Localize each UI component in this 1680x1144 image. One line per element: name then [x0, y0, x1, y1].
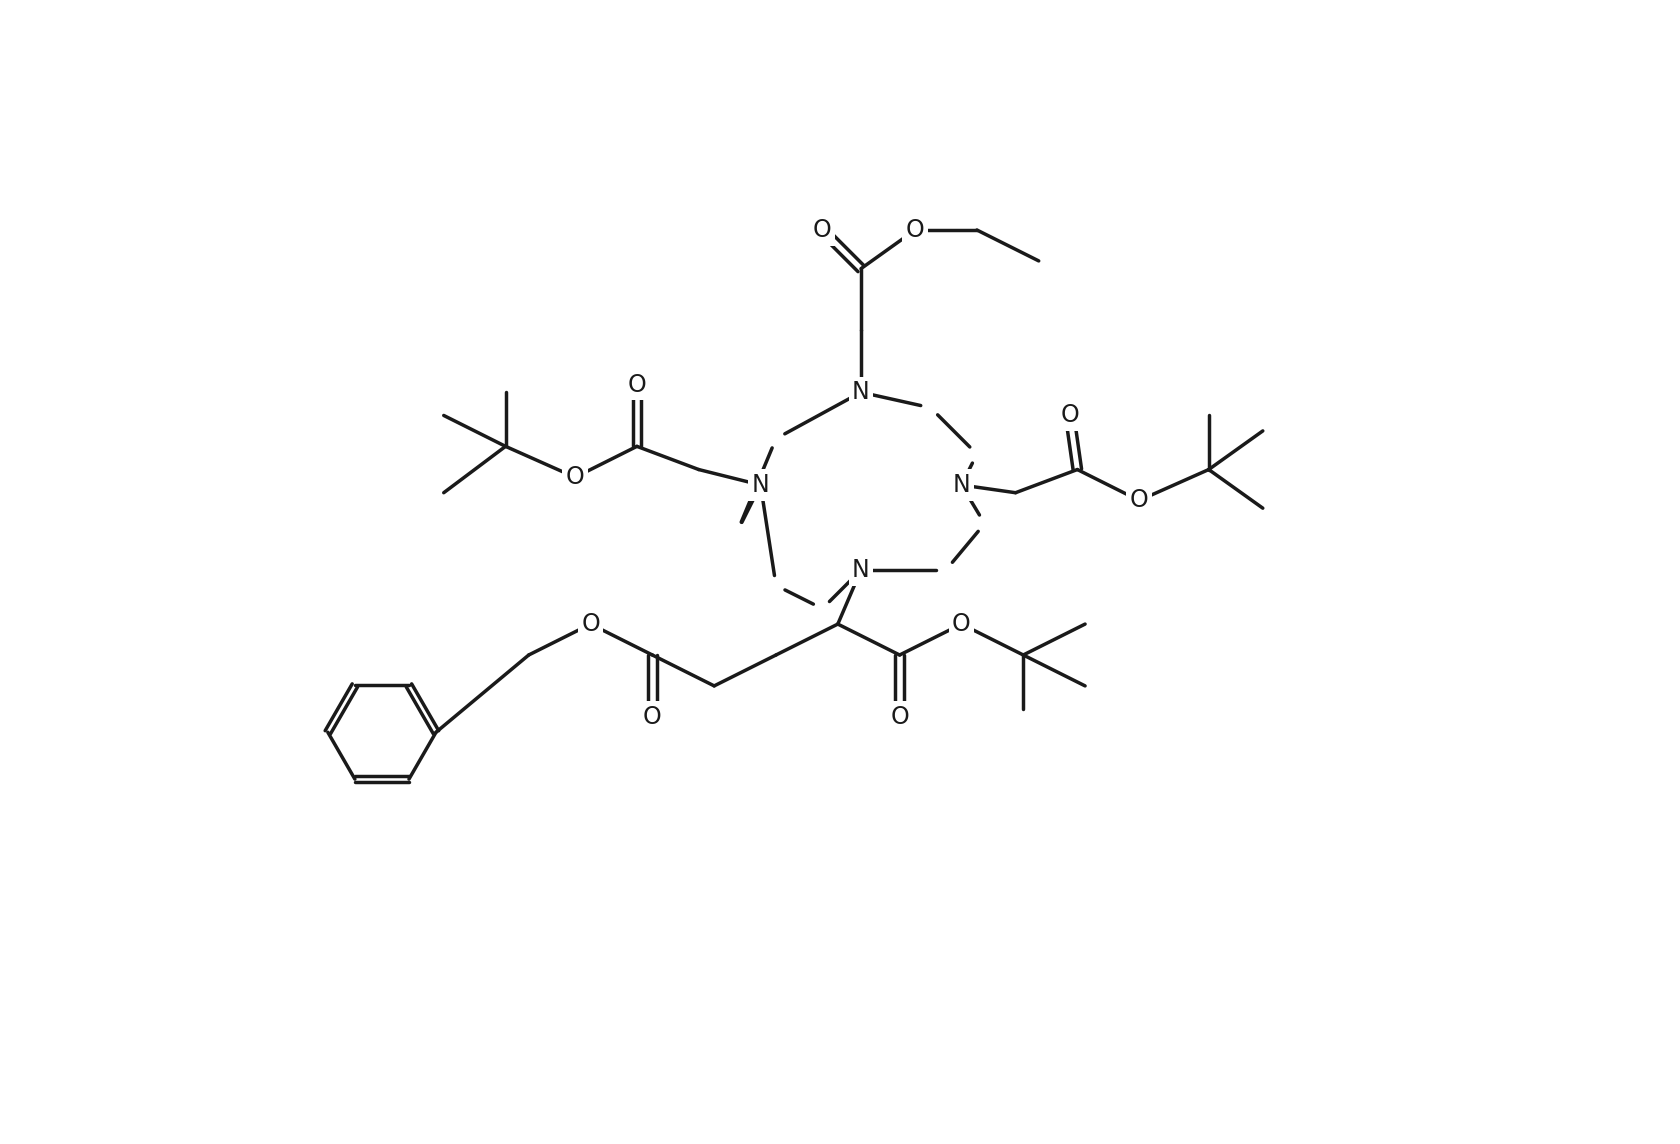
Text: N: N — [852, 380, 870, 404]
Text: O: O — [581, 612, 600, 636]
Text: N: N — [751, 472, 769, 496]
Text: O: O — [566, 466, 585, 490]
Text: N: N — [852, 558, 870, 582]
Text: O: O — [1060, 404, 1079, 428]
Text: O: O — [953, 612, 971, 636]
Text: O: O — [890, 705, 909, 729]
Text: O: O — [628, 373, 647, 397]
Text: O: O — [813, 219, 832, 243]
Text: O: O — [643, 705, 662, 729]
Text: O: O — [906, 219, 924, 243]
Text: O: O — [1129, 488, 1149, 513]
Text: N: N — [953, 472, 971, 496]
